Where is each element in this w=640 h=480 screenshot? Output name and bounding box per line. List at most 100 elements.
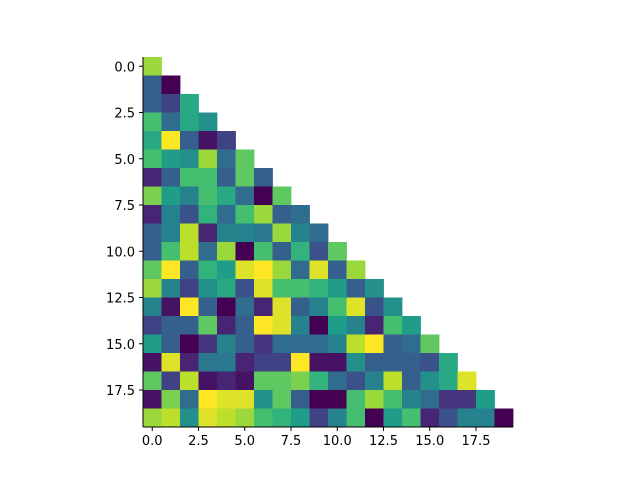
- cell: [161, 242, 181, 261]
- cell: [161, 131, 181, 150]
- cell: [365, 316, 384, 335]
- cell: [235, 390, 255, 409]
- cell: [235, 408, 255, 428]
- cell: [439, 390, 458, 409]
- cell: [180, 390, 199, 409]
- cell: [217, 168, 236, 187]
- y-tick-label: 0.0: [114, 60, 135, 75]
- cell: [402, 353, 421, 372]
- cell: [235, 316, 255, 335]
- cell: [309, 334, 329, 354]
- cell: [235, 334, 255, 354]
- cell: [328, 260, 347, 280]
- cell: [161, 279, 181, 298]
- cell: [346, 279, 366, 298]
- cell: [180, 149, 199, 169]
- cell: [328, 242, 347, 261]
- cell: [420, 390, 440, 409]
- y-tick-label: 5.0: [114, 153, 135, 168]
- cell: [309, 297, 329, 317]
- y-tick-label: 7.5: [114, 199, 135, 214]
- cell: [272, 223, 292, 243]
- cell: [383, 297, 403, 317]
- x-tick-label: 15.0: [415, 434, 444, 449]
- cell: [180, 168, 199, 187]
- cell: [365, 334, 384, 354]
- cell: [328, 334, 347, 354]
- cell: [198, 242, 218, 261]
- cell: [180, 408, 199, 428]
- cell: [161, 205, 181, 224]
- cell: [198, 149, 218, 169]
- cell: [254, 168, 273, 187]
- cell: [309, 390, 329, 409]
- x-tick-label: 10.0: [323, 434, 352, 449]
- cell: [291, 205, 310, 224]
- y-tick-label: 12.5: [106, 292, 135, 307]
- cell: [198, 353, 218, 372]
- cell: [272, 260, 292, 280]
- x-tick-label: 7.5: [281, 434, 302, 449]
- cell: [180, 223, 199, 243]
- cell: [420, 334, 440, 354]
- cell: [383, 408, 403, 428]
- cell: [217, 205, 236, 224]
- cell: [198, 390, 218, 409]
- cell: [254, 371, 273, 391]
- cell: [217, 334, 236, 354]
- cell: [439, 353, 458, 372]
- cell: [143, 223, 162, 243]
- cell: [402, 334, 421, 354]
- x-tick-label: 5.0: [234, 434, 255, 449]
- cell: [309, 260, 329, 280]
- cell: [346, 371, 366, 391]
- cell: [217, 316, 236, 335]
- cell: [161, 316, 181, 335]
- cell: [217, 223, 236, 243]
- cell: [235, 149, 255, 169]
- cell: [198, 186, 218, 206]
- cell: [143, 260, 162, 280]
- cell: [143, 205, 162, 224]
- cell: [198, 279, 218, 298]
- cell: [217, 297, 236, 317]
- cell: [309, 242, 329, 261]
- cell: [291, 242, 310, 261]
- cell: [143, 112, 162, 132]
- cell: [272, 205, 292, 224]
- cell: [235, 168, 255, 187]
- cell: [254, 390, 273, 409]
- cell: [309, 408, 329, 428]
- cell: [291, 297, 310, 317]
- cell: [235, 223, 255, 243]
- cell: [161, 168, 181, 187]
- cell: [180, 205, 199, 224]
- cell: [383, 316, 403, 335]
- cell: [383, 390, 403, 409]
- cell: [161, 223, 181, 243]
- cell: [217, 149, 236, 169]
- cell: [365, 279, 384, 298]
- cell: [180, 186, 199, 206]
- cell: [309, 353, 329, 372]
- cell: [143, 57, 162, 76]
- cell: [217, 353, 236, 372]
- cell: [161, 408, 181, 428]
- cell: [143, 94, 162, 113]
- cell: [254, 260, 273, 280]
- cell: [198, 131, 218, 150]
- cell: [291, 223, 310, 243]
- cell: [420, 371, 440, 391]
- cell: [161, 75, 181, 95]
- cell: [180, 131, 199, 150]
- cell: [235, 353, 255, 372]
- cell: [217, 131, 236, 150]
- cell: [309, 371, 329, 391]
- cell: [235, 279, 255, 298]
- x-tick-label: 0.0: [142, 434, 163, 449]
- cell: [180, 279, 199, 298]
- cell: [291, 316, 310, 335]
- cell: [291, 334, 310, 354]
- cell: [198, 168, 218, 187]
- cell: [272, 371, 292, 391]
